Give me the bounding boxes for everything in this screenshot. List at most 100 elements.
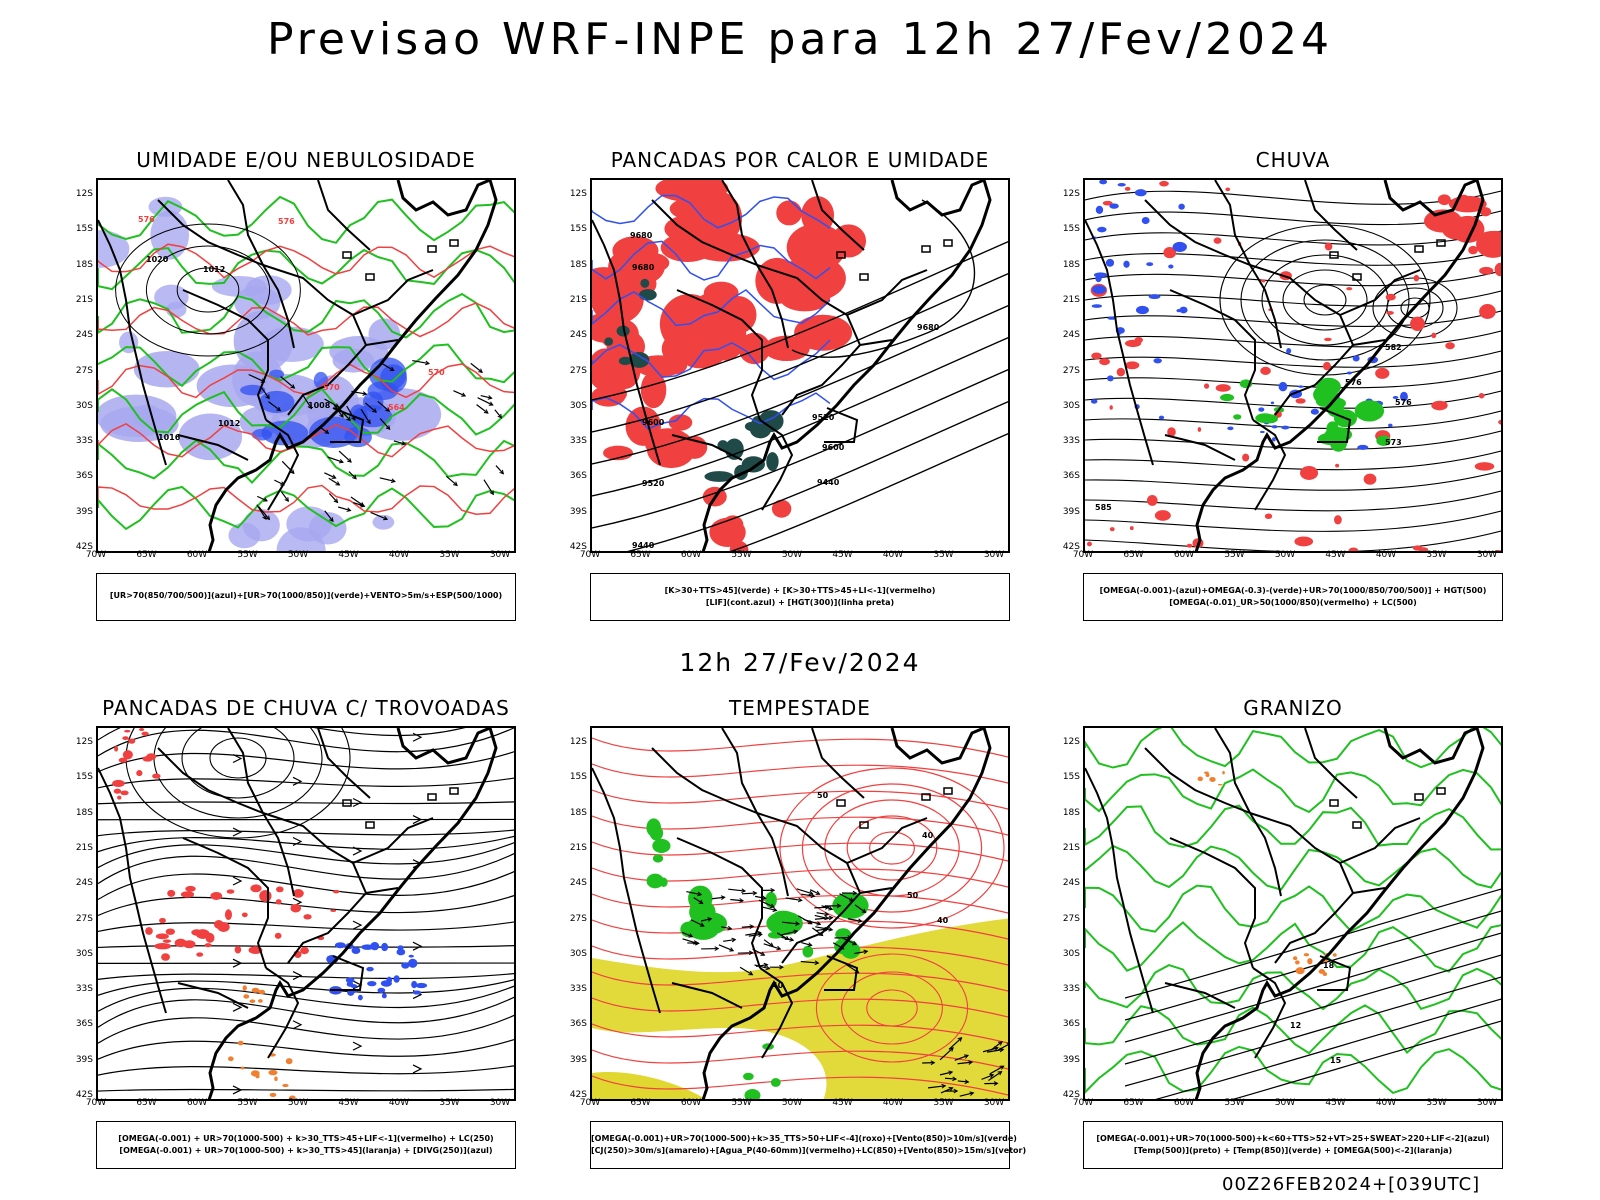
map-canvas-1: 1012 1020 1016 1012 1008 576 570 564 570 576 [98, 180, 514, 551]
contour-label: 40 [772, 981, 784, 990]
longitude-label: 60W [680, 550, 702, 560]
latitude-label: 33S [75, 436, 93, 447]
contour-label: 576 [138, 215, 155, 224]
latitude-label: 24S [75, 330, 93, 341]
legend-line: [Temp(500)](preto) + [Temp(850)](verde) … [1133, 1146, 1453, 1155]
legend-line: [OMEGA(-0.001) + UR>70(1000-500) + k>30_… [119, 1146, 493, 1155]
latitude-label: 24S [569, 878, 587, 889]
longitude-label: 40W [882, 1098, 904, 1108]
contour-label: 50 [907, 891, 919, 900]
legend-line: [OMEGA(-0.001)+UR>70(1000-500)+k>35_TTS>… [591, 1134, 1017, 1143]
longitude-label: 50W [1274, 1098, 1296, 1108]
longitude-label: 50W [287, 550, 309, 560]
longitude-label: 30W [1476, 1098, 1498, 1108]
longitude-label: 55W [237, 1098, 258, 1108]
panel-title-2: PANCADAS POR CALOR E UMIDADE [610, 148, 990, 172]
longitude-label: 65W [136, 1098, 157, 1108]
latitude-label: 33S [569, 984, 587, 995]
legend-box-1: [UR>70(850/700/500)](azul)+[UR>70(1000/8… [96, 573, 516, 621]
legend-box-5: [OMEGA(-0.001)+UR>70(1000-500)+k>35_TTS>… [590, 1121, 1027, 1169]
contour-label: 9680 [632, 263, 655, 272]
latitude-label: 27S [1062, 913, 1080, 924]
legend-box-2: [K>30+TTS>45](verde) + [K>30+TTS>45+LI<-… [590, 573, 1010, 621]
latitude-label: 36S [1062, 1019, 1080, 1030]
legend-line: [OMEGA(-0.01)_UR>50(1000/850)(vermelho) … [1169, 598, 1417, 607]
longitude-label: 50W [287, 1098, 309, 1108]
contour-label: 576 [1395, 398, 1412, 407]
longitude-label: 60W [1173, 550, 1195, 560]
contour-label: 40 [937, 916, 949, 925]
longitude-label: 40W [1375, 550, 1397, 560]
latitude-label: 33S [1062, 436, 1080, 447]
longitude-label: 30W [489, 550, 511, 560]
longitude-label: 30W [983, 550, 1005, 560]
legend-line: [CJ(250)>30m/s](amarelo)+[Agua_P(40-60mm… [591, 1146, 1027, 1155]
longitude-label: 50W [1274, 550, 1296, 560]
contour-label: 40 [922, 831, 934, 840]
latitude-label: 12S [1062, 737, 1080, 747]
longitude-label: 70W [1072, 550, 1094, 560]
latitude-label: 42S [569, 1090, 587, 1100]
longitude-label: 50W [781, 550, 803, 560]
latitude-label: 36S [75, 1019, 93, 1030]
latitude-label: 42S [1062, 542, 1080, 552]
contour-label: 570 [323, 383, 340, 392]
latitude-label: 15S [1062, 772, 1080, 783]
longitude-label: 65W [630, 550, 651, 560]
longitude-label: 65W [136, 550, 157, 560]
map-panel-5: 40 50 40 50 40 [590, 726, 1010, 1101]
contour-label: 564 [388, 403, 405, 412]
latitude-label: 21S [75, 842, 93, 853]
longitude-label: 35W [439, 1098, 460, 1108]
legend-line: [K>30+TTS>45](verde) + [K>30+TTS>45+LI<-… [664, 586, 936, 595]
longitude-label: 45W [338, 550, 359, 560]
contour-label: 12 [1290, 1021, 1301, 1030]
longitude-label: 65W [630, 1098, 651, 1108]
latitude-label: 15S [569, 224, 587, 235]
longitude-label: 40W [388, 1098, 410, 1108]
latitude-label: 21S [569, 294, 587, 305]
latitude-label: 30S [1062, 400, 1080, 411]
latitude-label: 18S [75, 259, 93, 270]
panel-title-3: CHUVA [1255, 148, 1331, 172]
longitude-label: 55W [1224, 1098, 1245, 1108]
latitude-label: 24S [1062, 330, 1080, 341]
latitude-label: 12S [569, 189, 587, 199]
contour-label: 15 [1330, 1056, 1342, 1065]
longitude-label: 70W [1072, 1098, 1094, 1108]
contour-label: 9680 [917, 323, 940, 332]
map-canvas-2: 9680 9680 9600 9520 9440 9520 9440 9600 9680 [592, 180, 1008, 551]
longitude-label: 50W [781, 1098, 803, 1108]
latitude-label: 42S [1062, 1090, 1080, 1100]
latitude-label: 36S [569, 471, 587, 482]
latitude-label: 27S [75, 913, 93, 924]
latitude-label: 33S [1062, 984, 1080, 995]
contour-label: 9520 [642, 479, 665, 488]
latitude-label: 30S [75, 948, 93, 959]
latitude-label: 21S [75, 294, 93, 305]
map-panel-1: 1012 1020 1016 1012 1008 576 570 564 570 576 [96, 178, 516, 553]
contour-label: 9440 [817, 478, 840, 487]
longitude-label: 55W [237, 550, 258, 560]
latitude-label: 39S [1062, 506, 1080, 517]
legend-line: [UR>70(850/700/500)](azul)+[UR>70(1000/8… [109, 591, 503, 600]
latitude-label: 27S [569, 365, 587, 376]
latitude-label: 12S [75, 189, 93, 199]
latitude-label: 33S [75, 984, 93, 995]
longitude-label: 70W [85, 550, 107, 560]
latitude-label: 30S [569, 400, 587, 411]
latitude-label: 27S [569, 913, 587, 924]
longitude-label: 45W [1325, 550, 1346, 560]
longitude-label: 40W [882, 550, 904, 560]
longitude-label: 30W [489, 1098, 511, 1108]
run-time-footer: 00Z26FEB2024+[039UTC] [1222, 1174, 1481, 1195]
longitude-label: 30W [983, 1098, 1005, 1108]
latitude-label: 27S [75, 365, 93, 376]
longitude-label: 45W [338, 1098, 359, 1108]
longitude-label: 60W [186, 550, 208, 560]
contour-label: 570 [428, 368, 445, 377]
latitude-label: 18S [569, 807, 587, 818]
latitude-label: 18S [569, 259, 587, 270]
latitude-label: 18S [75, 807, 93, 818]
latitude-label: 12S [1062, 189, 1080, 199]
